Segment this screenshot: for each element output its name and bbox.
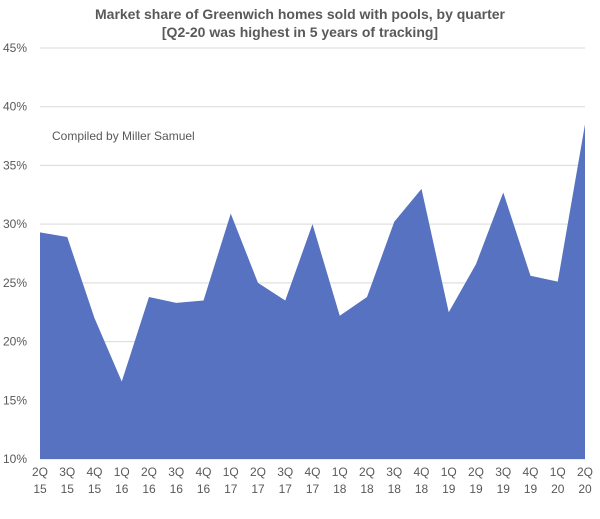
y-tick-label: 45% bbox=[3, 41, 27, 55]
x-tick-label: 4Q 16 bbox=[195, 465, 211, 496]
y-tick-label: 40% bbox=[3, 100, 27, 114]
x-tick-label: 2Q 16 bbox=[141, 465, 157, 496]
x-tick-label: 3Q 15 bbox=[59, 465, 75, 496]
x-tick-label: 2Q 20 bbox=[577, 465, 593, 496]
y-tick-label: 15% bbox=[3, 393, 27, 407]
x-tick-label: 3Q 17 bbox=[277, 465, 293, 496]
y-tick-label: 20% bbox=[3, 335, 27, 349]
x-tick-label: 3Q 16 bbox=[168, 465, 184, 496]
x-tick-label: 1Q 17 bbox=[223, 465, 239, 496]
x-tick-label: 1Q 19 bbox=[441, 465, 457, 496]
y-tick-label: 35% bbox=[3, 158, 27, 172]
x-tick-label: 4Q 15 bbox=[86, 465, 102, 496]
x-tick-label: 4Q 19 bbox=[522, 465, 538, 496]
y-tick-label: 10% bbox=[3, 452, 27, 466]
y-tick-label: 25% bbox=[3, 276, 27, 290]
x-tick-label: 1Q 18 bbox=[332, 465, 348, 496]
x-tick-label: 3Q 19 bbox=[495, 465, 511, 496]
x-tick-label: 2Q 17 bbox=[250, 465, 266, 496]
chart-annotation: Compiled by Miller Samuel bbox=[52, 129, 195, 143]
x-tick-label: 4Q 17 bbox=[304, 465, 320, 496]
x-tick-label: 1Q 20 bbox=[550, 465, 566, 496]
x-tick-label: 3Q 18 bbox=[386, 465, 402, 496]
x-tick-label: 4Q 18 bbox=[413, 465, 429, 496]
x-tick-label: 1Q 16 bbox=[114, 465, 130, 496]
x-tick-label: 2Q 19 bbox=[468, 465, 484, 496]
area-series bbox=[40, 124, 585, 459]
x-tick-label: 2Q 18 bbox=[359, 465, 375, 496]
y-tick-label: 30% bbox=[3, 217, 27, 231]
x-tick-label: 2Q 15 bbox=[32, 465, 48, 496]
